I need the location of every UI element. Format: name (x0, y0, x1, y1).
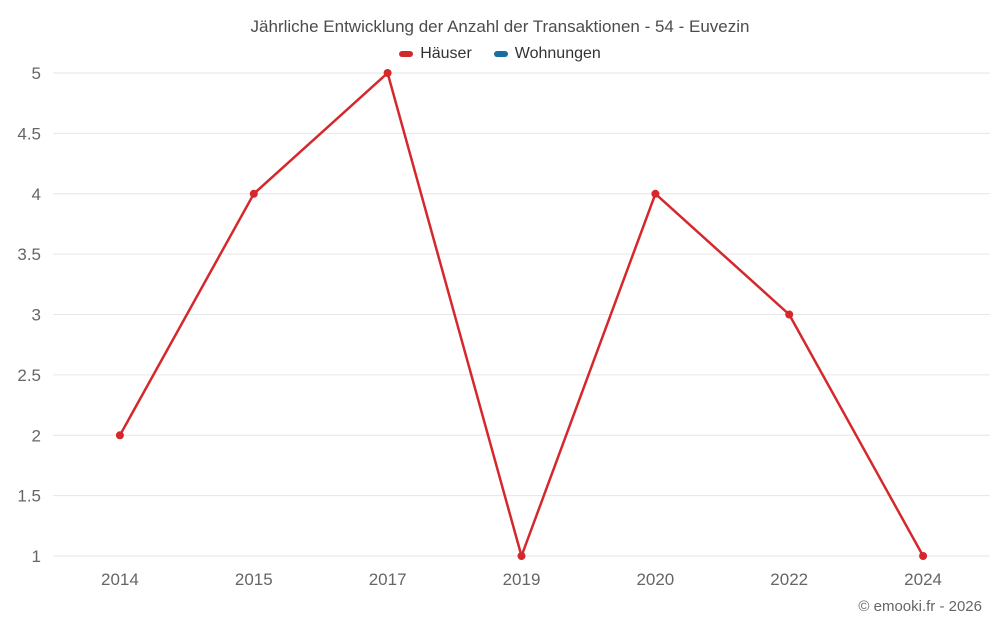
y-tick-label: 2.5 (17, 366, 41, 385)
data-point[interactable] (249, 189, 258, 198)
data-point[interactable] (919, 552, 928, 560)
data-point[interactable] (785, 310, 794, 319)
y-tick-label: 2 (32, 426, 41, 445)
x-tick-label: 2022 (770, 570, 808, 589)
chart-title: Jährliche Entwicklung der Anzahl der Tra… (250, 17, 750, 36)
data-point[interactable] (517, 552, 526, 560)
legend-item-haeuser[interactable]: Häuser (399, 45, 472, 63)
data-point[interactable] (383, 69, 392, 77)
y-tick-label: 3 (32, 306, 41, 325)
y-tick-label: 4.5 (17, 124, 41, 143)
legend-swatch-wohnungen (493, 51, 508, 57)
legend: Häuser Wohnungen (0, 45, 1000, 63)
y-tick-label: 5 (32, 64, 41, 83)
y-tick-label: 3.5 (17, 245, 41, 264)
data-point[interactable] (651, 189, 660, 198)
x-tick-label: 2024 (904, 570, 942, 589)
x-tick-label: 2014 (101, 570, 139, 589)
y-tick-label: 1 (32, 547, 41, 566)
legend-label-wohnungen: Wohnungen (514, 45, 601, 62)
legend-item-wohnungen[interactable]: Wohnungen (493, 45, 601, 63)
y-tick-label: 1.5 (17, 487, 41, 506)
x-tick-label: 2015 (235, 570, 273, 589)
x-tick-label: 2019 (503, 570, 541, 589)
legend-swatch-haeuser (399, 51, 414, 57)
x-tick-label: 2020 (636, 570, 674, 589)
data-point[interactable] (115, 431, 124, 440)
legend-label-haeuser: Häuser (420, 45, 472, 62)
credit: © emooki.fr - 2026 (858, 598, 982, 615)
x-tick-label: 2017 (369, 570, 407, 589)
y-tick-label: 4 (32, 185, 41, 204)
